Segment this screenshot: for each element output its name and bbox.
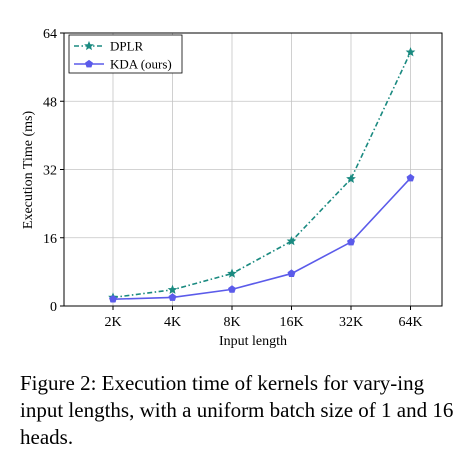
y-axis-label: Execution Time (ms) [21,111,36,230]
x-tick-label: 32K [339,315,363,330]
data-point-dplr-4 [346,173,356,184]
data-point-kda-4 [347,237,355,246]
x-tick-label: 64K [398,315,422,330]
y-tick-label: 32 [43,164,57,179]
figure-caption: Figure 2: Execution time of kernels for … [20,371,454,449]
series-kda [109,173,415,303]
y-tick-label: 64 [43,27,57,42]
data-point-kda-0 [109,295,117,303]
data-point-kda-1 [168,293,177,301]
chart: 0 16 32 48 64 2K 4K 8K 16K 32K 64K Input length E… [21,27,443,349]
data-point-dplr-5 [405,47,416,57]
series-line-kda [112,177,412,300]
data-point-kda-5 [406,173,415,182]
legend: DPLR KDA (ours) [68,34,183,74]
x-axis-label: Input length [219,334,287,349]
legend-label-kda: KDA (ours) [110,57,172,72]
data-point-dplr-1 [167,284,178,294]
series-layer [108,47,416,303]
grid [64,32,442,307]
y-tick-label: 0 [50,300,57,315]
data-point-dplr-3 [286,236,297,246]
y-axis-ticks: 0 16 32 48 64 [43,27,64,315]
series-dplr [108,47,416,302]
data-point-dplr-2 [227,268,237,278]
x-tick-label: 8K [223,315,240,330]
x-tick-label: 4K [164,315,181,330]
y-tick-label: 16 [43,232,57,247]
series-line-dplr [112,51,412,299]
x-tick-label: 2K [104,315,121,330]
legend-marker-kda [85,59,93,68]
data-point-kda-2 [228,285,236,293]
y-tick-label: 48 [43,95,57,110]
x-tick-label: 16K [279,315,303,330]
legend-marker-dplr [84,40,94,51]
x-axis-ticks: 2K 4K 8K 16K 32K 64K [104,306,423,330]
data-point-kda-3 [287,269,296,277]
legend-label-dplr: DPLR [110,39,144,54]
legend-box [68,34,183,74]
